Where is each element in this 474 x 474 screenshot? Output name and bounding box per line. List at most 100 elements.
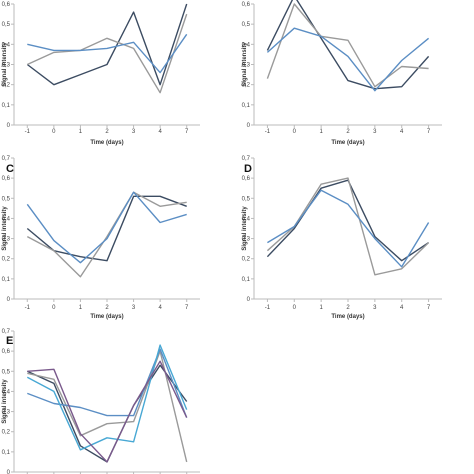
y-tick-label: 0,4 [242, 216, 251, 222]
y-tick-label: 0,5 [242, 196, 251, 202]
y-tick-label: 0,1 [2, 277, 11, 283]
y-tick-label: 0,4 [2, 389, 11, 395]
x-tick-label: 0 [293, 129, 297, 135]
y-tick-label: 0,4 [2, 216, 11, 222]
y-axis-label: Signal intensity [2, 379, 8, 424]
x-tick-label: 1 [79, 129, 83, 135]
series-line-3 [266, 27, 430, 92]
y-tick-label: 0 [7, 123, 11, 129]
panel-label: C [6, 163, 14, 175]
x-tick-label: 4 [158, 129, 162, 135]
x-tick-label: 7 [185, 129, 189, 135]
x-tick-label: 7 [185, 305, 189, 311]
x-tick-label: 3 [373, 305, 377, 311]
x-axis-label: Time (days) [331, 314, 364, 320]
x-tick-label: 3 [373, 129, 377, 135]
y-tick-label: 0,3 [2, 410, 11, 416]
y-tick-label: 0,5 [2, 369, 11, 375]
series-line-3 [27, 33, 188, 74]
chart-panel-1: 0 0,1 0,2 0,3 0,4 0,5 0,6 -1 0 1 2 3 4 7 Time (days) Si… [2, 2, 200, 146]
panel-label: E [6, 335, 13, 347]
x-tick-label: -1 [265, 305, 271, 311]
y-tick-label: 0,5 [2, 196, 11, 202]
series-line-2 [26, 191, 187, 278]
x-axis-label: Time (days) [90, 140, 123, 146]
series-line-2 [27, 13, 188, 94]
x-tick-label: 0 [52, 129, 56, 135]
y-tick-label: 0,6 [2, 176, 11, 182]
y-tick-label: 0,5 [242, 22, 251, 28]
x-tick-label: 7 [427, 129, 431, 135]
y-axis-label: Signal intensity [2, 42, 8, 87]
y-tick-label: 0,1 [2, 450, 11, 456]
y-tick-label: 0 [247, 123, 251, 129]
series-line-1 [266, 0, 430, 90]
y-tick-label: 0,2 [2, 430, 11, 436]
series-line-2 [266, 3, 429, 88]
y-tick-label: 0,6 [242, 176, 251, 182]
panel-label: D [244, 163, 252, 175]
chart-panel-2: 0 0,1 0,2 0,3 0,4 0,5 0,6 -1 0 1 2 3 4 7 Time (days) Si… [242, 0, 442, 146]
x-tick-label: 4 [400, 129, 404, 135]
x-tick-label: 1 [79, 305, 83, 311]
y-tick-label: 0 [7, 470, 11, 474]
x-tick-label: 0 [52, 305, 56, 311]
series-line-2 [266, 177, 430, 276]
series-line-4 [26, 344, 188, 451]
chart-panel-5: 0 0,1 0,2 0,3 0,4 0,5 0,6 0,7 Signal intensity E [2, 329, 200, 474]
x-axis-label: Time (days) [331, 140, 364, 146]
x-tick-label: -1 [25, 129, 31, 135]
y-tick-label: 0,4 [2, 42, 11, 48]
x-tick-label: 0 [293, 305, 297, 311]
x-tick-label: 1 [319, 305, 323, 311]
x-tick-label: 4 [158, 305, 162, 311]
y-axis-label: Signal intensity [2, 206, 8, 251]
y-tick-label: 0,3 [242, 237, 251, 243]
x-tick-label: 2 [346, 305, 350, 311]
y-tick-label: 0 [7, 297, 11, 303]
x-tick-label: 2 [346, 129, 350, 135]
y-tick-label: 0,4 [242, 42, 251, 48]
x-tick-label: 1 [319, 129, 323, 135]
x-tick-label: 2 [105, 305, 109, 311]
series-line-3 [26, 191, 187, 264]
series-line-1 [266, 179, 429, 262]
y-axis-label: Signal intensity [242, 206, 248, 251]
series-line-3 [27, 348, 188, 418]
x-tick-label: 2 [105, 129, 109, 135]
series-line-5 [27, 360, 188, 463]
y-tick-label: 0,2 [2, 83, 11, 89]
y-tick-label: 0,7 [2, 156, 11, 162]
chart-panel-3: 0 0,1 0,2 0,3 0,4 0,5 0,6 0,7 -1 0 1 2 3 4 7 Time (days… [2, 156, 200, 320]
series-line-1 [26, 3, 188, 86]
y-tick-label: 0,2 [242, 257, 251, 263]
y-tick-label: 0,6 [242, 2, 251, 8]
y-tick-label: 0,3 [2, 237, 11, 243]
y-tick-label: 0,7 [2, 329, 11, 335]
y-tick-label: 0,6 [2, 349, 11, 355]
series-line-2 [27, 350, 188, 463]
y-tick-label: 0 [247, 297, 251, 303]
y-tick-label: 0,2 [2, 257, 11, 263]
series-line-1 [27, 364, 188, 463]
x-tick-label: 7 [427, 305, 431, 311]
x-tick-label: 3 [132, 305, 136, 311]
y-axis-label: Signal intensity [242, 42, 248, 87]
series-line-3 [267, 189, 430, 268]
y-tick-label: 0,7 [242, 156, 251, 162]
x-tick-label: -1 [265, 129, 271, 135]
y-tick-label: 0,1 [242, 277, 251, 283]
y-tick-label: 0,1 [2, 103, 11, 109]
chart-panel-4: 0 0,1 0,2 0,3 0,4 0,5 0,6 0,7 -1 0 1 2 3 4 7 Time (days… [242, 156, 442, 320]
x-tick-label: 3 [132, 129, 136, 135]
x-tick-label: -1 [25, 305, 31, 311]
y-tick-label: 0,3 [242, 63, 251, 69]
y-tick-label: 0,1 [242, 103, 251, 109]
y-tick-label: 0,3 [2, 63, 11, 69]
y-tick-label: 0,5 [2, 22, 11, 28]
y-tick-label: 0,6 [2, 2, 11, 8]
x-axis-label: Time (days) [90, 314, 123, 320]
y-tick-label: 0,2 [242, 83, 251, 89]
x-tick-label: 4 [400, 305, 404, 311]
